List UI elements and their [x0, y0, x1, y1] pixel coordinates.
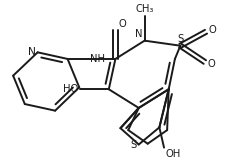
- Text: N: N: [28, 47, 36, 57]
- Text: O: O: [209, 25, 216, 35]
- Text: OH: OH: [166, 149, 181, 159]
- Text: NH: NH: [90, 54, 105, 64]
- Text: O: O: [119, 19, 126, 29]
- Text: S: S: [178, 34, 184, 44]
- Text: CH₃: CH₃: [135, 4, 154, 14]
- Text: S: S: [130, 140, 136, 150]
- Text: O: O: [208, 59, 215, 69]
- Text: N: N: [135, 29, 142, 39]
- Text: HO: HO: [63, 84, 79, 94]
